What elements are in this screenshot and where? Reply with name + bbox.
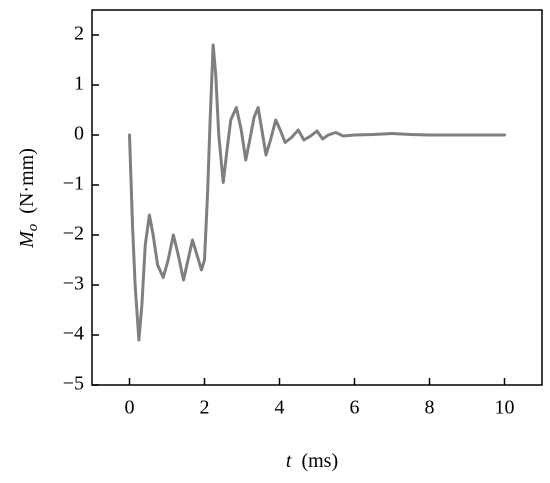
x-tick-label: 8	[425, 397, 435, 419]
x-unit: (ms)	[301, 450, 338, 472]
y-tick-label: −1	[63, 173, 84, 195]
x-tick-label: 6	[350, 397, 360, 419]
plot-frame	[91, 9, 543, 386]
data-line	[128, 43, 506, 342]
y-unit: (N·mm)	[16, 148, 38, 214]
y-tick-label: 1	[74, 73, 84, 95]
y-tick-label: 2	[74, 23, 84, 45]
y-subscript: o	[25, 223, 41, 231]
y-axis-label: Mo (N·mm)	[16, 148, 42, 249]
y-symbol: M	[16, 230, 38, 249]
x-tick-label: 0	[125, 397, 135, 419]
y-tick-label: 0	[74, 123, 84, 145]
x-tick-label: 10	[495, 397, 515, 419]
y-tick-label: −5	[63, 373, 84, 395]
x-symbol: t	[286, 450, 292, 472]
y-tick-label: −2	[63, 223, 84, 245]
y-tick-label: −3	[63, 273, 84, 295]
x-tick-label: 2	[200, 397, 210, 419]
x-tick-label: 4	[275, 397, 285, 419]
x-axis-label: t (ms)	[286, 450, 338, 472]
y-tick-label: −4	[63, 323, 84, 345]
